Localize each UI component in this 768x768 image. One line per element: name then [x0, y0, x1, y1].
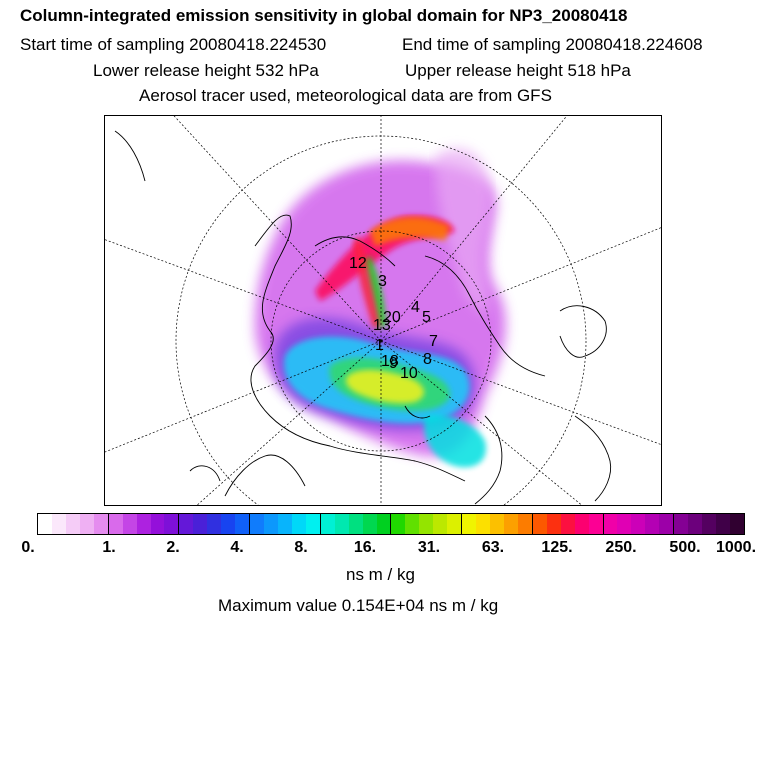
colorbar-swatch: [405, 514, 420, 534]
colorbar-swatch: [462, 514, 477, 534]
colorbar-swatch: [433, 514, 448, 534]
start-time: Start time of sampling 20080418.224530: [20, 35, 327, 54]
colorbar-tick-label: 250.: [605, 539, 637, 556]
colorbar-swatch: [729, 514, 744, 534]
map-label: 3: [378, 273, 387, 290]
colorbar-swatch: [164, 514, 180, 534]
colorbar-tick-label: 0.: [21, 539, 35, 556]
colorbar-swatch: [320, 514, 335, 534]
release-labels: 12 3 4 5 20 13 1 7 18 9 10 8: [349, 255, 438, 382]
plot-title: Column-integrated emission sensitivity i…: [20, 6, 628, 25]
map-label: 10: [400, 365, 418, 382]
colorbar-swatch: [391, 514, 406, 534]
map-label: 1: [375, 337, 384, 354]
colorbar-tick-label: 63.: [481, 539, 505, 556]
colorbar-tick-label: 1.: [102, 539, 116, 556]
colorbar-swatch: [532, 514, 547, 534]
map-label: 5: [422, 309, 431, 326]
polar-map: 12 3 4 5 20 13 1 7 18 9 10 8: [104, 115, 662, 506]
upper-release-height: Upper release height 518 hPa: [405, 61, 631, 80]
colorbar-swatch: [503, 514, 518, 534]
colorbar-swatch: [79, 514, 94, 534]
colorbar-swatch: [108, 514, 123, 534]
colorbar-swatch: [221, 514, 236, 534]
colorbar-swatch: [659, 514, 675, 534]
lower-release-height: Lower release height 532 hPa: [93, 61, 319, 80]
colorbar-swatch: [560, 514, 575, 534]
colorbar-swatch: [264, 514, 278, 534]
colorbar-tick-label: 500.: [669, 539, 701, 556]
colorbar-swatch: [447, 514, 463, 534]
colorbar-swatch: [588, 514, 604, 534]
colorbar-swatch: [38, 514, 52, 534]
colorbar-swatch: [122, 514, 137, 534]
map-label: 7: [429, 333, 438, 350]
tracer-info: Aerosol tracer used, meteorological data…: [139, 86, 552, 105]
colorbar-swatch: [334, 514, 349, 534]
colorbar-swatch: [150, 514, 165, 534]
colorbar-swatch: [490, 514, 504, 534]
colorbar-swatch: [376, 514, 392, 534]
colorbar-tick-label: 31.: [417, 539, 441, 556]
colorbar-swatch: [65, 514, 80, 534]
colorbar-tick-label: 16.: [353, 539, 377, 556]
colorbar-swatch: [305, 514, 321, 534]
colorbar-swatch: [645, 514, 660, 534]
colorbar-swatch: [193, 514, 208, 534]
map-label: 12: [349, 255, 367, 272]
colorbar-swatch: [631, 514, 646, 534]
colorbar-swatch: [136, 514, 151, 534]
colorbar-tick-label: 1000.: [715, 539, 757, 556]
colorbar: [37, 513, 745, 535]
colorbar-swatch: [291, 514, 306, 534]
sensitivity-field: [255, 148, 506, 468]
map-label: 9: [389, 355, 398, 372]
maximum-value: Maximum value 0.154E+04 ns m / kg: [218, 596, 499, 615]
colorbar-swatch: [277, 514, 292, 534]
colorbar-swatch: [617, 514, 632, 534]
colorbar-swatch: [419, 514, 434, 534]
map-label: 4: [411, 299, 420, 316]
map-graticule: [105, 116, 661, 505]
coastlines: [114, 130, 612, 505]
colorbar-swatch: [546, 514, 561, 534]
colorbar-swatch: [716, 514, 730, 534]
map-label: 20: [383, 309, 401, 326]
colorbar-swatch: [688, 514, 703, 534]
colorbar-tick-label: 8.: [294, 539, 308, 556]
colorbar-tick-label: 4.: [230, 539, 244, 556]
colorbar-swatch: [348, 514, 363, 534]
colorbar-swatch: [517, 514, 533, 534]
colorbar-swatch: [93, 514, 109, 534]
colorbar-swatch: [362, 514, 377, 534]
map-label: 13: [373, 317, 391, 334]
colorbar-swatch: [702, 514, 716, 534]
map-label: 8: [423, 351, 432, 368]
colorbar-swatch: [476, 514, 490, 534]
colorbar-unit: ns m / kg: [346, 565, 415, 584]
colorbar-swatch: [235, 514, 251, 534]
colorbar-swatch: [250, 514, 264, 534]
map-canvas: 12 3 4 5 20 13 1 7 18 9 10 8: [105, 116, 661, 505]
colorbar-swatch: [574, 514, 589, 534]
colorbar-swatch: [674, 514, 689, 534]
end-time: End time of sampling 20080418.224608: [402, 35, 703, 54]
colorbar-tick-label: 2.: [166, 539, 180, 556]
colorbar-swatch: [179, 514, 194, 534]
colorbar-swatch: [51, 514, 66, 534]
colorbar-swatch: [603, 514, 618, 534]
colorbar-tick-label: 125.: [541, 539, 573, 556]
colorbar-swatch: [207, 514, 222, 534]
map-label: 18: [381, 353, 399, 370]
